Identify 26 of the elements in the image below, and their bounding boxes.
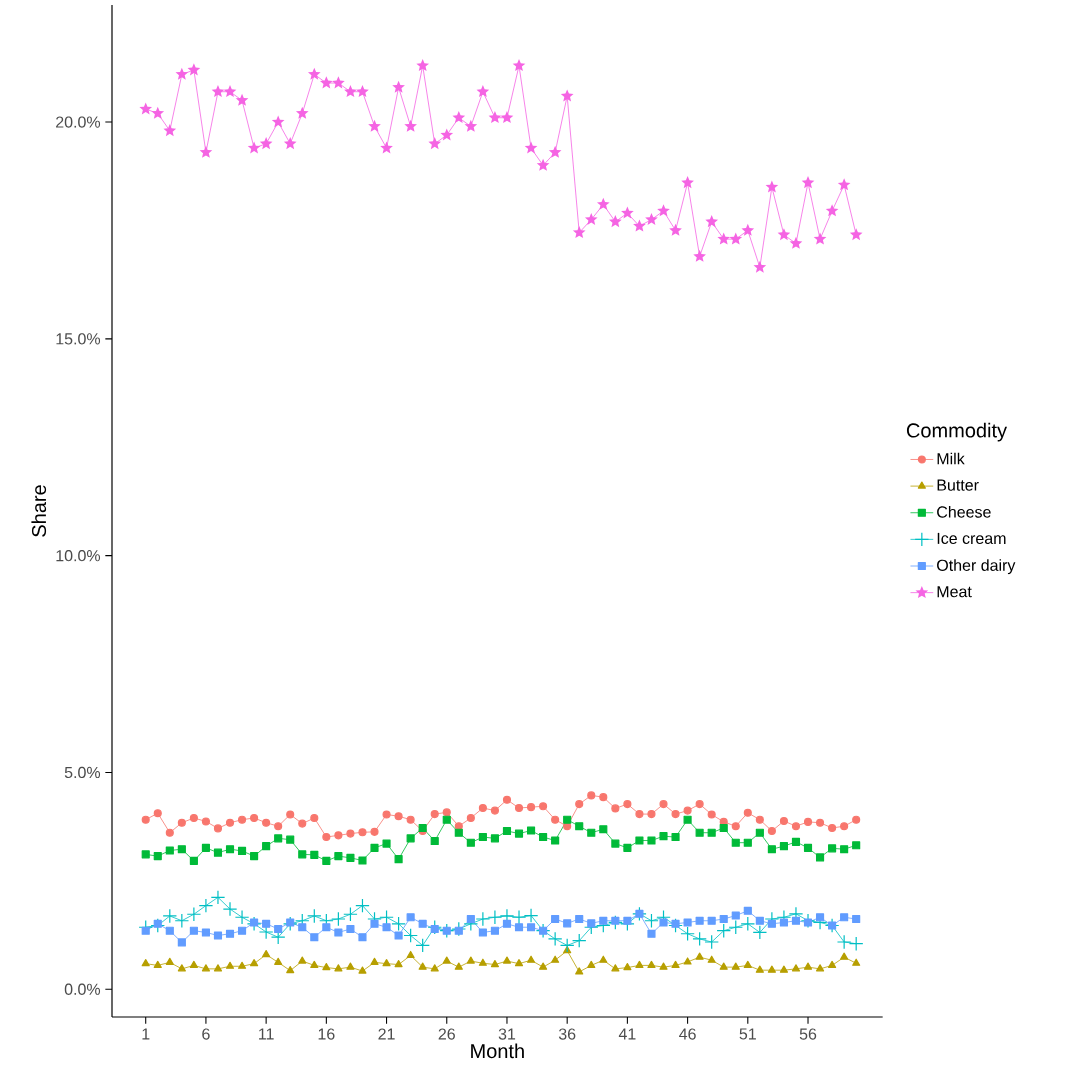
y-tick-label: 15.0% — [56, 333, 101, 345]
legend-label: Other dairy — [937, 559, 1016, 575]
x-tick-label: 51 — [739, 1028, 756, 1040]
x-tick-label: 11 — [259, 1028, 274, 1040]
x-axis-title: Month — [471, 1043, 524, 1059]
legend-label: Butter — [937, 479, 979, 491]
y-tick-label: 10.0% — [56, 550, 101, 562]
y-axis-title: Share — [31, 485, 47, 537]
x-tick-label: 36 — [558, 1028, 576, 1040]
x-tick-label: 46 — [679, 1028, 696, 1040]
x-tick-label: 56 — [799, 1028, 817, 1040]
legend-label: Meat — [937, 586, 972, 598]
legend-label: Ice cream — [937, 532, 1006, 545]
legend-title: Commodity — [906, 422, 1008, 442]
y-tick-label: 5.0% — [64, 766, 101, 779]
x-tick-label: 6 — [202, 1028, 210, 1040]
x-tick-label: 21 — [378, 1028, 395, 1040]
y-tick-label: 20.0% — [56, 116, 101, 128]
x-tick-label: 1 — [142, 1028, 150, 1040]
x-tick-label: 31 — [498, 1028, 516, 1040]
legend-label: Cheese — [937, 505, 991, 518]
legend-label: Milk — [937, 452, 965, 465]
x-tick-label: 26 — [438, 1028, 455, 1040]
y-tick-label: 0.0% — [64, 983, 101, 995]
x-tick-label: 16 — [318, 1028, 335, 1040]
x-tick-label: 41 — [618, 1028, 636, 1040]
